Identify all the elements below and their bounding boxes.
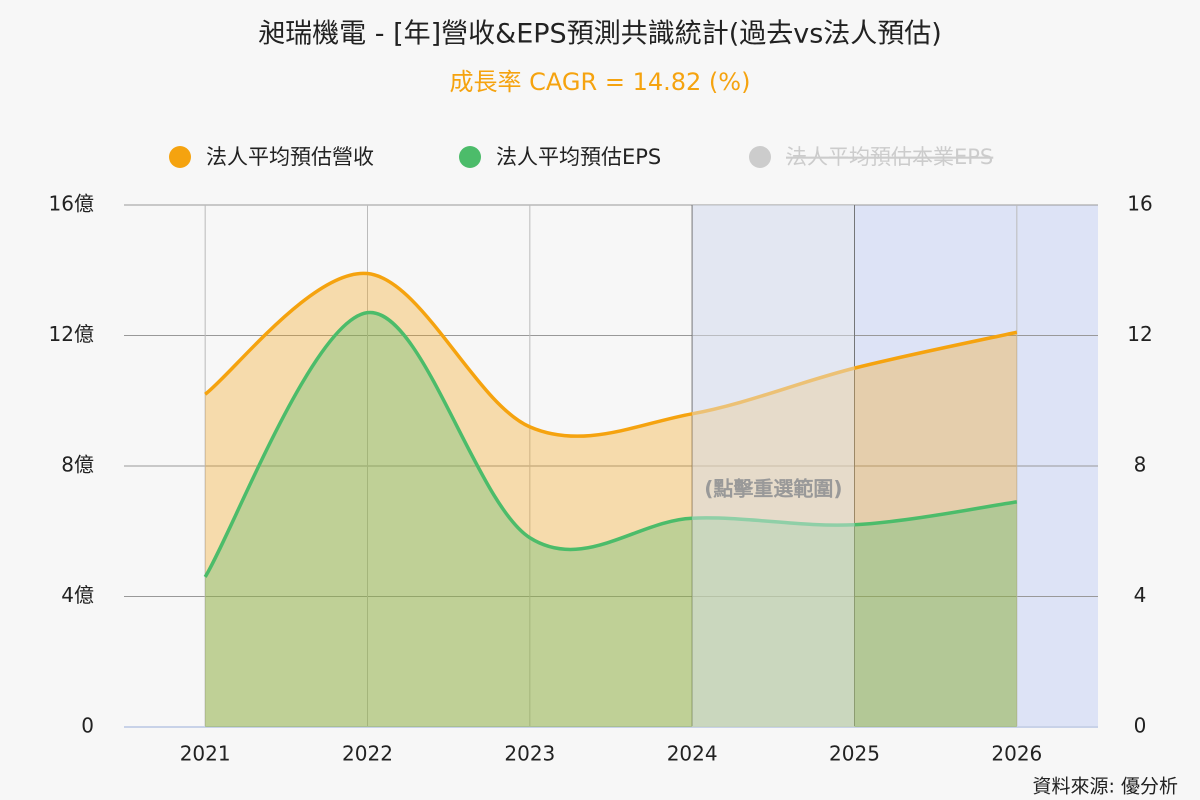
y-tick-label: 4億 <box>61 583 94 607</box>
legend-item: 法人平均預估EPS <box>459 145 661 169</box>
y2-tick-label: 8 <box>1134 453 1147 477</box>
source: 資料來源: 優分析 <box>1033 776 1178 798</box>
y2-tick-label: 4 <box>1134 583 1147 607</box>
legend-marker <box>169 146 191 168</box>
y2-tick-label: 12 <box>1127 322 1152 346</box>
legend-item: 法人平均預估營收 <box>169 145 374 169</box>
x-tick-label: 2026 <box>991 742 1042 766</box>
forecast-overlay <box>692 205 855 727</box>
legend-label: 法人平均預估EPS <box>496 145 661 169</box>
series-area <box>205 312 1017 727</box>
y2-tick-label: 16 <box>1127 192 1152 216</box>
x-tick-label: 2025 <box>829 742 880 766</box>
legend-marker <box>459 146 481 168</box>
x-tick-label: 2021 <box>180 742 231 766</box>
y-tick-label: 12億 <box>49 322 94 346</box>
series-line <box>203 310 1018 578</box>
annotation: (點擊重選範圍) <box>704 477 842 501</box>
x-tick-label: 2024 <box>667 742 718 766</box>
y-tick-label: 16億 <box>49 192 94 216</box>
legend-item: 法人平均預估本業EPS <box>749 145 993 169</box>
y-tick-label: 8億 <box>61 453 94 477</box>
legend-label: 法人平均預估營收 <box>206 145 374 169</box>
x-tick-label: 2022 <box>342 742 393 766</box>
series-area <box>205 273 1017 727</box>
chart-subtitle: 成長率 CAGR = 14.82 (%) <box>450 68 751 96</box>
legend-marker <box>749 146 771 168</box>
legend-label: 法人平均預估本業EPS <box>786 145 993 169</box>
x-tick-label: 2023 <box>504 742 555 766</box>
y-tick-label: 0 <box>81 714 94 738</box>
y2-tick-label: 0 <box>1134 714 1147 738</box>
series-line <box>204 271 1018 438</box>
chart-title: 昶瑞機電 - [年]營收&EPS預測共識統計(過去vs法人預估) <box>258 19 942 50</box>
